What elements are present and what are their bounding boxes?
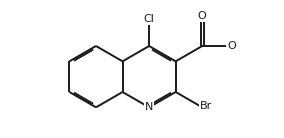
Text: O: O [198,11,206,21]
Text: Cl: Cl [144,14,154,24]
Text: Br: Br [200,101,212,111]
Text: N: N [145,102,153,112]
Text: O: O [227,41,236,51]
